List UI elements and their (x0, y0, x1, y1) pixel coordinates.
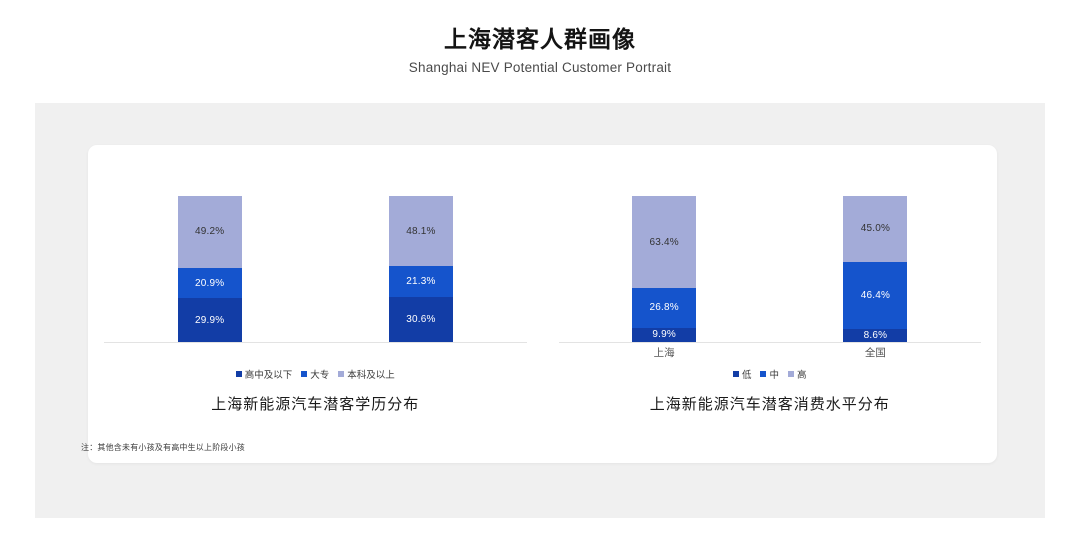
chart-education-distribution: 49.2% 20.9% 29.9% 48.1% 21.3% 30.6% 高中及以下 大专 本科… (88, 145, 543, 415)
bar-segment-label: 8.6% (863, 330, 888, 342)
bar-segment: 20.9% (177, 267, 242, 299)
legend-label: 低 (741, 370, 752, 381)
bar-segment: 9.9% (632, 327, 697, 342)
legend-item[interactable]: 大专 (301, 367, 329, 381)
legend-label: 高中及以下 (244, 370, 293, 381)
bar-segment-label: 21.3% (406, 276, 436, 288)
bar-segment: 26.8% (632, 288, 697, 328)
bar-column: 48.1% 21.3% 30.6% (388, 196, 453, 342)
legend-label: 中 (769, 370, 779, 381)
bar-segment-label: 20.9% (194, 277, 225, 289)
charts-card: 49.2% 20.9% 29.9% 48.1% 21.3% 30.6% 高中及以下 大专 本科… (81, 145, 997, 463)
legend-swatch-icon (760, 371, 767, 377)
chart-caption-education: 上海新能源汽车潜客学历分布 (211, 396, 420, 413)
bar-segment: 29.9% (177, 298, 242, 342)
page-subtitle: Shanghai NEV Potential Customer Portrait (408, 60, 672, 75)
bars-consumption: 63.4% 26.8% 9.9% 45.0% 46.4% 8.6% (559, 157, 982, 342)
plot-area-education: 49.2% 20.9% 29.9% 48.1% 21.3% 30.6% (104, 157, 527, 343)
bar-segment-label: 46.4% (860, 290, 891, 302)
legend-item[interactable]: 高中及以下 (235, 367, 293, 381)
bar-segment: 63.4% (632, 195, 697, 289)
bar-segment-label: 29.9% (194, 314, 225, 326)
legend-item[interactable]: 高 (788, 367, 807, 381)
legend-label: 大专 (310, 370, 330, 381)
bar-column: 45.0% 46.4% 8.6% (843, 196, 908, 342)
bar-segment: 46.4% (843, 261, 908, 330)
bar-segment-label: 49.2% (194, 226, 225, 238)
bar-segment-label: 26.8% (649, 302, 679, 314)
axis-line-consumption (558, 342, 981, 343)
bar-column: 49.2% 20.9% 29.9% (177, 196, 242, 342)
axis-line-education (104, 342, 527, 343)
legend-swatch-icon (338, 371, 345, 377)
legend-education: 高中及以下 大专 本科及以上 (88, 367, 543, 381)
chart-consumption-distribution: 63.4% 26.8% 9.9% 45.0% 46.4% 8.6% 上海 全国 低 中 高 上海… (543, 145, 998, 415)
legend-label: 本科及以上 (347, 370, 395, 381)
bars-education: 49.2% 20.9% 29.9% 48.1% 21.3% 30.6% (104, 157, 527, 342)
bar-segment: 8.6% (843, 329, 908, 342)
legend-swatch-icon (235, 371, 242, 377)
tick-label: 上海 (653, 347, 675, 359)
legend-item[interactable]: 本科及以上 (338, 367, 395, 381)
bar-segment-label: 9.9% (652, 329, 676, 341)
plot-area-consumption: 63.4% 26.8% 9.9% 45.0% 46.4% 8.6% (558, 157, 982, 343)
legend-label: 高 (797, 370, 807, 381)
legend-swatch-icon (788, 371, 794, 377)
page-title: 上海潜客人群画像 (444, 26, 636, 52)
bar-segment: 45.0% (843, 196, 908, 262)
legend-swatch-icon (301, 371, 308, 377)
bar-segment-label: 45.0% (860, 223, 891, 235)
bar-segment: 48.1% (388, 196, 453, 267)
bar-segment: 49.2% (177, 196, 242, 268)
legend-item[interactable]: 低 (732, 367, 752, 381)
bar-column: 63.4% 26.8% 9.9% (632, 195, 697, 342)
legend-swatch-icon (732, 371, 739, 377)
page-header: 上海潜客人群画像 Shanghai NEV Potential Customer… (0, 0, 1080, 103)
bar-segment-label: 63.4% (649, 236, 679, 248)
bar-segment: 21.3% (388, 266, 453, 298)
bar-segment-label: 48.1% (406, 225, 436, 237)
slide-panel: 49.2% 20.9% 29.9% 48.1% 21.3% 30.6% 高中及以下 大专 本科… (35, 103, 1045, 518)
footnote-text: 注：其他含未有小孩及有高中生以上阶段小孩 (81, 443, 245, 452)
bar-segment: 30.6% (388, 297, 453, 342)
chart-caption-consumption: 上海新能源汽车潜客消费水平分布 (649, 396, 890, 413)
legend-item[interactable]: 中 (760, 367, 779, 381)
legend-consumption: 低中高 (543, 367, 998, 381)
tick-label: 全国 (864, 347, 886, 359)
tick-labels-consumption: 上海 全国 (559, 345, 982, 360)
charts-row: 49.2% 20.9% 29.9% 48.1% 21.3% 30.6% 高中及以下 大专 本科… (88, 145, 997, 415)
bar-segment-label: 30.6% (406, 314, 436, 326)
